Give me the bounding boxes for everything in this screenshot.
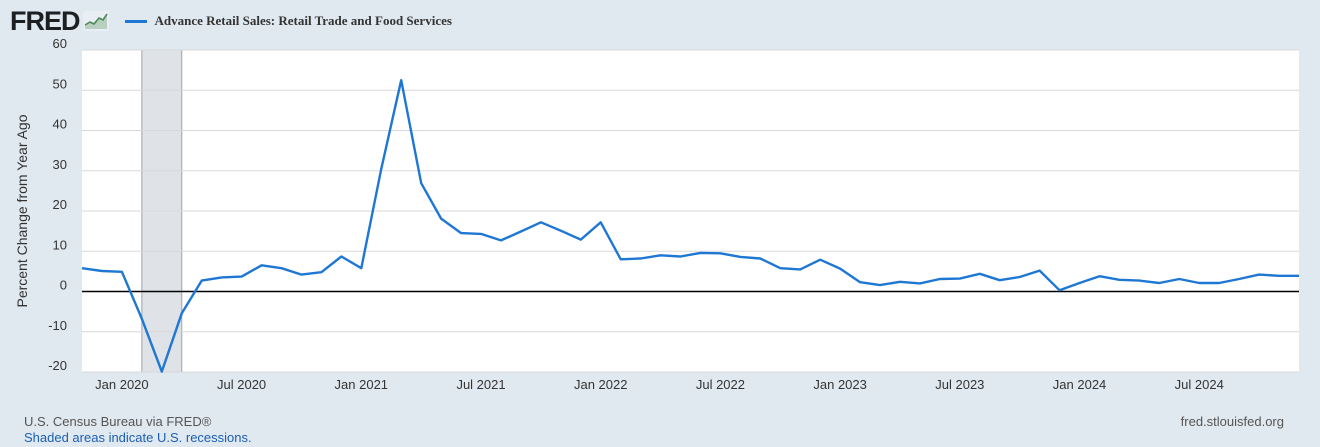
x-tick-label: Jan 2020: [95, 377, 149, 392]
series-line[interactable]: [81, 78, 1299, 373]
legend-series-label: Advance Retail Sales: Retail Trade and F…: [154, 13, 452, 28]
x-tick-label: Jan 2022: [574, 377, 628, 392]
chart-header: FRED Advance Retail Sales: Retail Trade …: [10, 6, 452, 36]
x-tick-label: Jul 2023: [935, 377, 984, 392]
fred-logo-line-chart-icon: [82, 11, 109, 31]
x-tick-label: Jan 2024: [1053, 377, 1107, 392]
y-axis-ticks: 60 50 40 30 20 10 0 -10 -20: [48, 36, 67, 373]
legend: Advance Retail Sales: Retail Trade and F…: [124, 13, 452, 29]
x-tick-label: Jul 2024: [1175, 377, 1224, 392]
y-tick-label: 0: [60, 278, 67, 293]
y-tick-label: 30: [53, 157, 67, 172]
y-tick-label: 40: [53, 117, 67, 132]
fred-logo[interactable]: FRED: [10, 5, 80, 36]
site-link[interactable]: fred.stlouisfed.org: [1180, 414, 1284, 429]
recession-note[interactable]: Shaded areas indicate U.S. recessions.: [24, 430, 252, 445]
y-tick-label: -10: [48, 318, 67, 333]
y-tick-label: 20: [53, 197, 67, 212]
y-axis-title: Percent Change from Year Ago: [14, 114, 30, 307]
series-group: [81, 78, 1299, 373]
source-text: U.S. Census Bureau via FRED®: [24, 414, 212, 429]
y-tick-label: -20: [48, 358, 67, 373]
y-tick-label: 10: [53, 237, 67, 252]
y-tick-label: 50: [53, 76, 67, 91]
x-tick-label: Jul 2021: [456, 377, 505, 392]
x-axis-ticks: Jan 2020 Jul 2020 Jan 2021 Jul 2021 Jan 2022…: [95, 377, 1224, 392]
x-tick-label: Jan 2023: [813, 377, 867, 392]
legend-swatch: [124, 19, 147, 23]
x-tick-label: Jul 2020: [217, 377, 266, 392]
x-tick-label: Jul 2022: [696, 377, 745, 392]
y-tick-label: 60: [53, 36, 67, 51]
chart-footer-source: U.S. Census Bureau via FRED® Shaded area…: [24, 414, 252, 446]
x-tick-label: Jan 2021: [335, 377, 389, 392]
gridlines: [82, 49, 1299, 373]
